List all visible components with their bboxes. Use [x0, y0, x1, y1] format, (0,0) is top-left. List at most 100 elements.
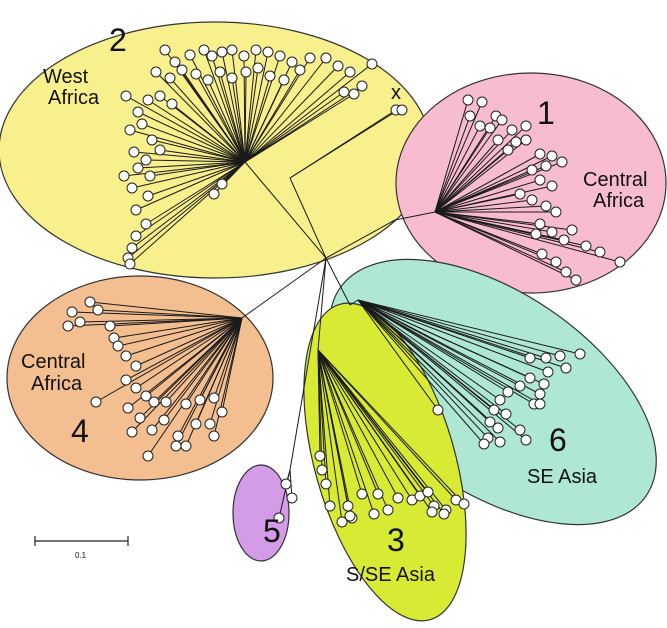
- leaf-node: [314, 450, 326, 462]
- tree-branch: [127, 161, 246, 259]
- leaf-node: [546, 150, 558, 162]
- leaf-node: [226, 44, 238, 56]
- leaf-node: [240, 66, 252, 78]
- leaf-node: [438, 508, 450, 520]
- leaf-node: [286, 492, 298, 504]
- tree-branch: [137, 161, 246, 169]
- leaf-node: [154, 90, 166, 102]
- leaf-node: [546, 226, 558, 238]
- leaf-node: [574, 348, 586, 360]
- tree-branch: [278, 469, 291, 519]
- leaf-node: [128, 146, 140, 158]
- tree-branch: [434, 211, 557, 263]
- leaf-node: [66, 306, 78, 318]
- tree-branch: [357, 299, 501, 443]
- tree-branch: [357, 299, 499, 429]
- tree-branch: [349, 299, 359, 306]
- leaf-node: [462, 94, 474, 106]
- backbone-branch: [289, 177, 327, 259]
- tree-branch: [317, 349, 389, 511]
- leaf-node: [273, 512, 285, 524]
- tree-branch: [317, 349, 363, 495]
- leaf-node: [214, 66, 226, 78]
- tree-branch: [231, 77, 246, 163]
- tree-branch: [171, 103, 246, 163]
- cluster-4-number: 4: [71, 413, 89, 449]
- leaf-node: [534, 218, 546, 230]
- leaf-node: [294, 64, 306, 76]
- backbone-branch: [325, 219, 396, 259]
- leaf-node: [252, 62, 264, 74]
- backbone-branch: [244, 161, 327, 259]
- tree-branch: [135, 161, 246, 237]
- leaf-node: [140, 154, 152, 166]
- leaf-node: [176, 64, 188, 76]
- leaf-node: [184, 49, 196, 61]
- leaf-node: [558, 234, 570, 246]
- tree-branch: [357, 299, 439, 411]
- tree-branch: [149, 161, 246, 177]
- tree-branch: [145, 159, 246, 163]
- tree-branch: [357, 299, 549, 373]
- tree-branch: [123, 161, 246, 177]
- tree-branch: [357, 299, 489, 439]
- leaf-node: [356, 80, 368, 92]
- leaf-node: [432, 404, 444, 416]
- leaf-node: [216, 46, 228, 58]
- tree-branch: [317, 349, 457, 501]
- leaf-node: [148, 396, 160, 408]
- tree-branch: [317, 349, 413, 501]
- tree-branch: [79, 317, 243, 323]
- tree-branch: [67, 317, 243, 327]
- tree-branch: [163, 317, 243, 421]
- tree-branch: [357, 299, 581, 355]
- tree-branch: [357, 299, 507, 415]
- cluster-6-number: 6: [549, 422, 567, 458]
- tree-branch: [141, 123, 246, 163]
- tree-branch: [213, 317, 243, 399]
- leaf-node: [136, 118, 148, 130]
- backbone-branch: [325, 257, 351, 306]
- cluster-1-region-line1: Central: [583, 169, 647, 191]
- leaf-node: [550, 256, 562, 268]
- tree-branch: [133, 151, 246, 163]
- leaf-node: [120, 350, 132, 362]
- tree-branch: [317, 349, 343, 523]
- leaf-node: [226, 72, 238, 84]
- leaf-node: [194, 394, 206, 406]
- leaf-node: [304, 52, 316, 64]
- tree-branch: [317, 349, 445, 515]
- leaf-node: [169, 56, 181, 68]
- tree-branch: [357, 299, 541, 405]
- tree-branch: [155, 71, 246, 163]
- leaf-node: [84, 296, 96, 308]
- leaf-node: [356, 488, 368, 500]
- backbone-branch: [289, 257, 327, 471]
- leaf-node: [62, 320, 74, 332]
- leaf-node: [204, 418, 216, 430]
- leaf-node: [208, 392, 220, 404]
- tree-branch: [434, 205, 547, 213]
- leaf-node: [104, 320, 116, 332]
- leaf-node: [534, 398, 546, 410]
- leaf-node: [160, 396, 172, 408]
- leaf-node: [520, 434, 532, 446]
- tree-branch: [434, 211, 537, 235]
- tree-branch: [434, 211, 621, 263]
- leaf-node: [536, 248, 548, 260]
- tree-branch: [434, 199, 533, 213]
- tree-branch: [131, 317, 243, 433]
- leaf-node: [124, 124, 136, 136]
- tree-branch: [434, 161, 563, 213]
- leaf-node: [130, 382, 142, 394]
- tree-branch: [434, 149, 509, 213]
- leaf-node: [464, 110, 476, 122]
- leaf-node: [368, 508, 380, 520]
- leaf-node: [172, 430, 184, 442]
- tree-branch: [244, 79, 285, 163]
- tree-branch: [137, 111, 246, 163]
- leaf-node: [534, 148, 546, 160]
- tree-branch: [244, 91, 345, 163]
- tree-branch: [97, 309, 243, 319]
- tree-branch: [434, 139, 499, 213]
